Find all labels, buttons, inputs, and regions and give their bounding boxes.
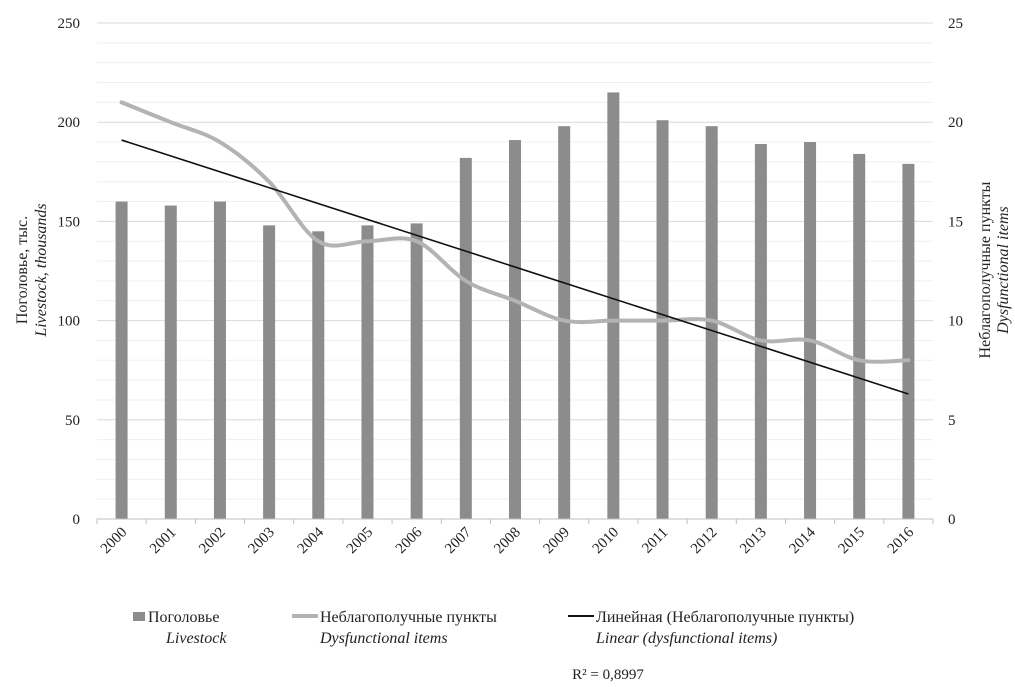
axes xyxy=(96,518,934,524)
left-tick-label: 100 xyxy=(58,314,81,330)
x-tick-label-2011: 2011 xyxy=(639,525,671,557)
line-dysfunctional-items xyxy=(119,100,911,364)
bar-series-livestock xyxy=(115,92,915,520)
legend-label-livestock-en: Livestock xyxy=(165,630,227,647)
right-tick-label: 5 xyxy=(948,413,956,429)
x-tick-label-2001: 2001 xyxy=(147,525,180,558)
x-tick-label-2014: 2014 xyxy=(786,524,819,557)
bar-2013 xyxy=(754,144,767,520)
bar-2007 xyxy=(459,157,472,520)
x-tick-label-2002: 2002 xyxy=(196,525,229,558)
legend-label-dysfunctional-en: Dysfunctional items xyxy=(319,630,448,647)
bar-2005 xyxy=(361,225,374,520)
right-tick-label: 20 xyxy=(948,115,963,131)
left-tick-label: 50 xyxy=(65,413,80,429)
right-axis-title-en: Dysfunctional items xyxy=(995,206,1012,335)
legend-label-dysfunctional: Неблагополучные пункты xyxy=(320,609,497,626)
r-squared-annotation: R² = 0,8997 xyxy=(572,667,644,683)
bar-2001 xyxy=(164,205,177,519)
trendline-linear xyxy=(121,139,909,395)
bar-2016 xyxy=(902,163,915,519)
x-tick-label-2015: 2015 xyxy=(836,525,869,558)
x-tick-label-2007: 2007 xyxy=(442,524,475,557)
legend-label-linear: Линейная (Неблагополучные пункты) xyxy=(596,609,854,626)
x-tick-label-2004: 2004 xyxy=(295,524,328,557)
bar-2000 xyxy=(115,201,128,519)
x-tick-label-2010: 2010 xyxy=(590,525,623,558)
legend-swatch-livestock xyxy=(133,612,145,621)
left-tick-label: 250 xyxy=(58,16,81,32)
trendline-series xyxy=(121,139,909,395)
left-axis-ticks: 0 50 100 150 200 250 xyxy=(58,16,81,528)
x-axis-ticks: 2000 2001 2002 2003 2004 2005 2006 2007 2008 2009… xyxy=(98,524,918,557)
bar-2004 xyxy=(312,231,325,519)
left-axis-title: Поголовье, тыс. xyxy=(14,216,31,324)
bar-2003 xyxy=(263,225,276,520)
bar-2010 xyxy=(607,92,620,519)
left-tick-label: 200 xyxy=(58,115,81,131)
x-tick-label-2003: 2003 xyxy=(245,525,278,558)
x-tick-label-2013: 2013 xyxy=(737,525,770,558)
x-tick-label-2016: 2016 xyxy=(885,524,918,557)
right-tick-label: 10 xyxy=(948,314,963,330)
bar-2014 xyxy=(804,142,817,520)
bar-2008 xyxy=(509,140,521,519)
left-tick-label: 150 xyxy=(58,214,81,230)
right-tick-label: 0 xyxy=(948,512,956,528)
left-axis-title-en: Livestock, thousands xyxy=(33,203,50,337)
legend-label-linear-en: Linear (dysfunctional items) xyxy=(595,630,777,647)
legend: Поголовье Livestock Неблагополучные пунк… xyxy=(133,609,854,647)
bar-2015 xyxy=(853,153,866,519)
x-tick-label-2000: 2000 xyxy=(98,525,131,558)
right-tick-label: 15 xyxy=(948,214,963,230)
right-tick-label: 25 xyxy=(948,16,963,32)
right-axis-title: Неблагополучные пункты xyxy=(977,181,994,358)
left-tick-label: 0 xyxy=(73,512,81,528)
right-axis-ticks: 0 5 10 15 20 25 xyxy=(948,16,963,528)
x-tick-label-2006: 2006 xyxy=(393,524,426,557)
x-tick-label-2012: 2012 xyxy=(688,525,721,558)
x-tick-label-2009: 2009 xyxy=(540,525,573,558)
line-series-dysfunctional-items xyxy=(119,100,911,364)
x-tick-label-2005: 2005 xyxy=(344,525,377,558)
x-tick-label-2008: 2008 xyxy=(491,525,524,558)
legend-label-livestock: Поголовье xyxy=(148,609,219,626)
bar-2006 xyxy=(410,223,423,519)
bar-2002 xyxy=(213,201,226,519)
